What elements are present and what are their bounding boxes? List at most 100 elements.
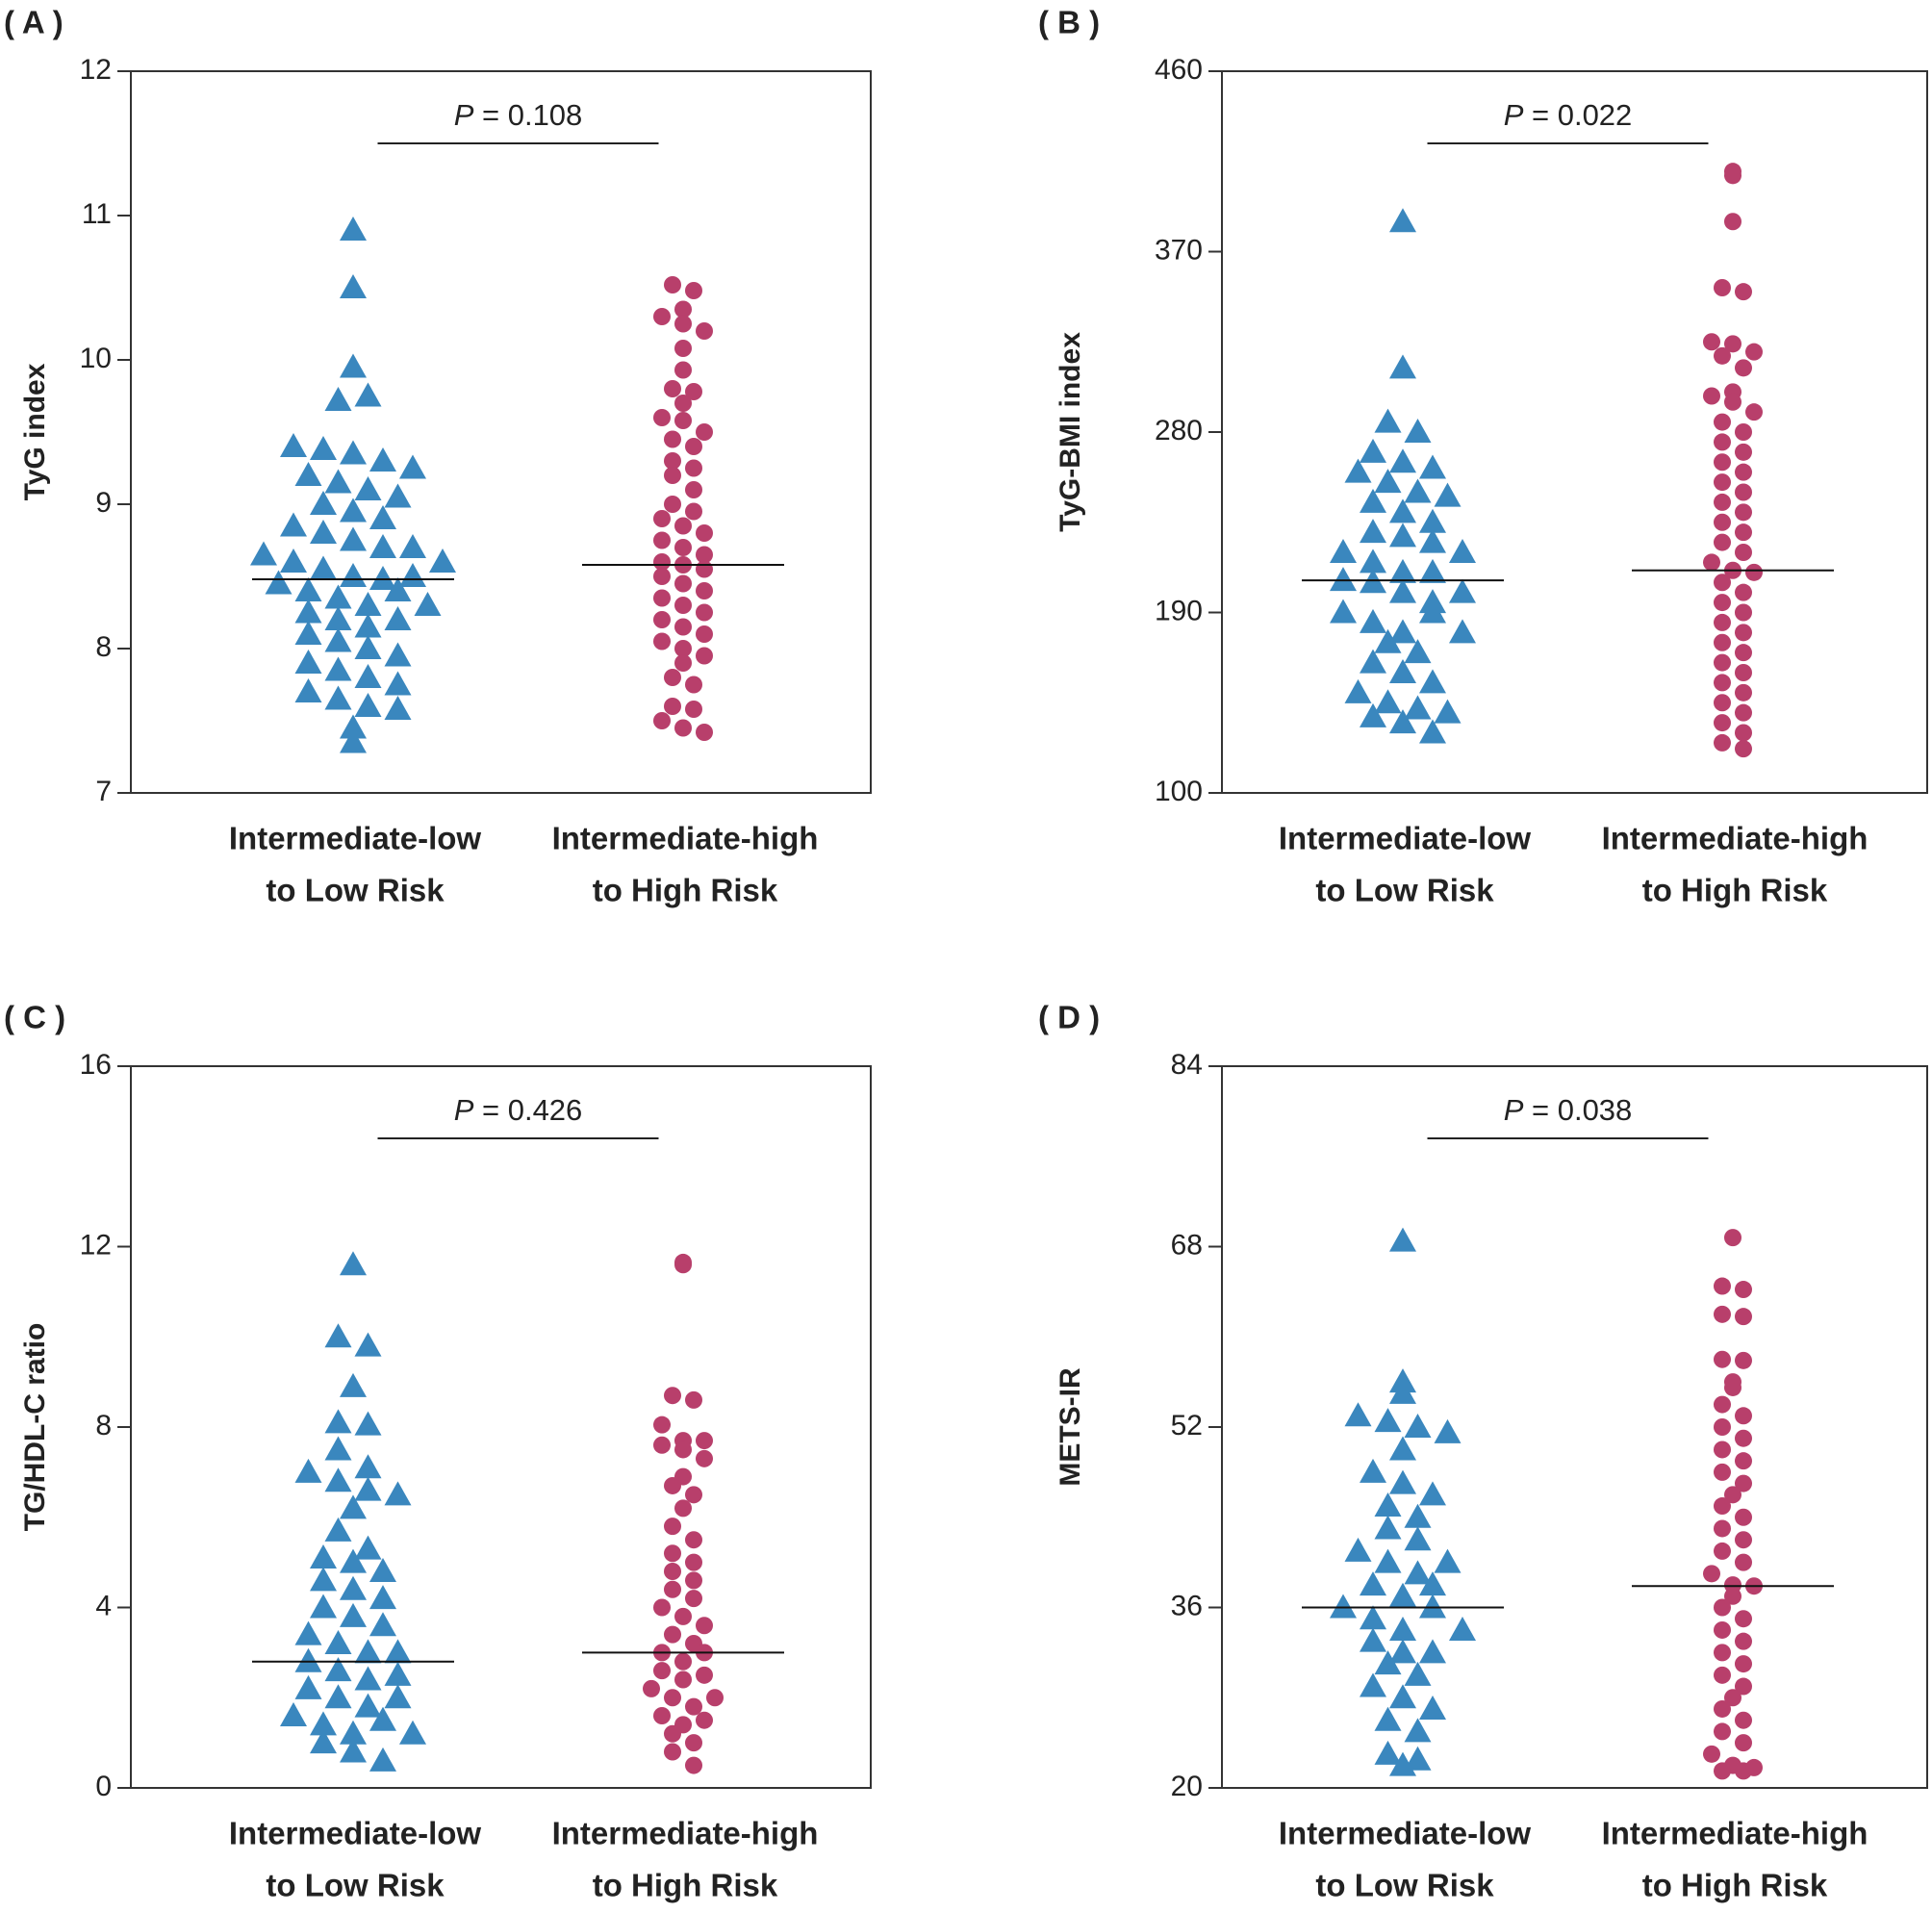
x-tick-label: Intermediate-high [552,821,819,856]
circle-point [653,1416,671,1434]
p-value: P = 0.038 [1504,1093,1633,1127]
x-tick-label: Intermediate-high [552,1816,819,1851]
circle-point [674,517,692,535]
triangle-point [369,505,396,529]
triangle-point [280,512,307,537]
triangle-point [1360,1672,1386,1697]
circle-point [674,597,692,614]
circle-point [1714,1395,1731,1414]
circle-point [674,1671,692,1689]
triangle-point [354,1454,382,1479]
circle-point [664,1518,681,1536]
y-tick-label: 36 [1171,1590,1203,1621]
circle-point [664,430,681,448]
triangle-point [294,599,322,624]
circle-point [1714,1722,1731,1741]
circle-point [653,409,671,426]
circle-point [1714,1666,1731,1684]
triangle-point [1404,695,1432,720]
circle-point [674,1441,692,1459]
circle-point [674,618,692,636]
triangle-point [265,570,292,595]
triangle-point [294,1674,322,1699]
circle-point [696,1666,713,1684]
triangle-point [354,1476,382,1501]
circle-point [696,546,713,564]
circle-point [1724,166,1741,185]
triangle-point [1434,482,1462,507]
triangle-point [1419,599,1446,624]
x-tick-label: Intermediate-low [229,1816,482,1851]
triangle-point [310,436,337,460]
circle-point [653,1707,671,1724]
p-value: P = 0.108 [454,98,583,132]
circle-point [664,1743,681,1761]
circle-point [1724,1689,1741,1707]
triangle-point [1360,488,1386,513]
circle-point [696,1711,713,1729]
circle-point [674,1256,692,1274]
circle-point [674,300,692,319]
circle-point [1735,1711,1752,1729]
circle-point [1703,553,1720,572]
triangle-point [1404,639,1432,664]
circle-point [1735,1474,1752,1492]
circle-point [664,380,681,397]
triangle-point [324,1657,352,1682]
circle-point [696,582,713,599]
circle-point [1724,335,1741,353]
circle-point [674,539,692,556]
circle-point [1703,1565,1720,1583]
circle-point [1735,1610,1752,1628]
triangle-point [354,635,382,659]
triangle-point [340,1720,367,1745]
circle-point [696,603,713,622]
x-tick-label: to Low Risk [1315,1868,1494,1903]
circle-point [1735,664,1752,681]
p-text: = 0.426 [482,1093,582,1127]
p-text: = 0.108 [482,98,582,132]
y-tick-label: 84 [1171,1049,1203,1081]
triangle-point [399,563,426,587]
triangle-point [340,353,367,378]
triangle-point [354,382,382,407]
y-axis-label: METS-IR [1055,1367,1086,1487]
plot-frame [130,70,872,794]
x-tick-label: Intermediate-high [1602,821,1868,856]
circle-point [696,524,713,542]
triangle-point [1360,1627,1386,1652]
circle-point [685,1734,702,1752]
triangle-point [384,606,412,630]
circle-point [1714,453,1731,472]
triangle-point [429,548,456,573]
triangle-point [369,1747,396,1772]
y-axis-label: TyG index [19,363,51,500]
circle-point [1735,544,1752,561]
triangle-point [1419,528,1446,553]
y-tick-label: 8 [95,1410,112,1441]
circle-point [664,669,681,686]
circle-point [674,640,692,657]
triangle-point [340,1548,367,1573]
circle-point [1724,1378,1741,1396]
y-tick-label: 0 [95,1771,112,1802]
triangle-point [324,1409,352,1434]
circle-point [1735,1407,1752,1425]
circle-point [1724,1587,1741,1605]
circle-point [696,322,713,340]
circle-point [664,496,681,513]
circle-point [674,340,692,357]
triangle-point [294,462,322,486]
p-value: P = 0.426 [454,1093,583,1127]
triangle-point [1389,1639,1416,1664]
circle-point [1714,1644,1731,1662]
triangle-point [340,714,367,739]
triangle-point [340,274,367,298]
y-tick-label: 460 [1155,54,1203,86]
triangle-point [1330,599,1357,624]
triangle-point [1330,539,1357,563]
circle-point [1735,1281,1752,1299]
triangle-point [1389,1227,1416,1252]
triangle-point [324,1436,352,1461]
circle-point [664,1476,681,1494]
